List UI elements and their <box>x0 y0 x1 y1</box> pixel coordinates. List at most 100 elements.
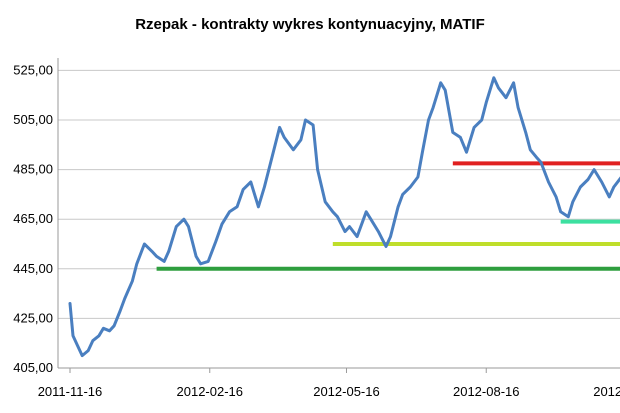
data-point <box>102 327 105 330</box>
data-point <box>344 230 346 233</box>
data-point <box>593 168 595 171</box>
y-tick-label: 525,00 <box>13 62 53 77</box>
data-point <box>167 250 170 253</box>
data-point <box>91 339 94 342</box>
data-point <box>485 101 488 104</box>
data-point <box>517 106 519 109</box>
data-point <box>113 325 115 327</box>
data-point <box>572 201 574 203</box>
data-point <box>497 86 500 89</box>
x-tick-labels: 2011-11-16 2012-02-16 2012-05-16 2012-08-16… <box>38 368 620 399</box>
data-point <box>459 136 462 139</box>
data-point <box>69 302 71 305</box>
data-point <box>524 131 527 134</box>
data-point <box>292 148 295 151</box>
x-tick-label: 2012-11-16 <box>593 384 620 399</box>
data-point <box>421 151 424 154</box>
data-point <box>529 148 532 151</box>
data-point <box>427 119 430 121</box>
x-tick-label: 2012-02-16 <box>177 384 244 399</box>
data-point <box>76 344 79 347</box>
data-point <box>540 161 542 163</box>
data-point <box>131 280 134 283</box>
data-point <box>348 225 351 228</box>
data-point <box>409 186 412 188</box>
data-point <box>587 178 589 181</box>
data-point <box>263 186 266 188</box>
data-point <box>199 263 202 265</box>
y-tick-label: 445,00 <box>13 261 53 276</box>
data-point <box>369 218 372 220</box>
data-point <box>228 210 231 213</box>
data-point <box>613 186 615 188</box>
data-point <box>600 181 603 183</box>
y-tick-label: 405,00 <box>13 360 53 375</box>
data-point <box>312 124 314 126</box>
data-point <box>439 82 442 84</box>
data-point <box>87 349 90 352</box>
data-point <box>417 176 419 178</box>
x-tick-label: 2011-11-16 <box>38 384 103 399</box>
data-point <box>493 77 495 79</box>
data-point <box>81 354 83 357</box>
x-tick-label: 2012-05-16 <box>313 384 380 399</box>
data-point <box>432 106 434 109</box>
y-tick-label: 485,00 <box>13 162 53 177</box>
data-point <box>389 235 392 238</box>
data-point <box>278 126 281 129</box>
data-point <box>480 119 483 121</box>
data-point <box>151 250 153 253</box>
y-tick-label: 505,00 <box>13 112 53 127</box>
data-point <box>608 196 611 198</box>
data-point <box>236 206 238 208</box>
data-point <box>271 156 273 158</box>
support-resistance-lines <box>156 161 620 271</box>
data-point <box>183 218 185 220</box>
data-point <box>195 255 197 258</box>
data-point <box>221 223 223 225</box>
data-point <box>316 168 319 171</box>
data-point <box>283 136 285 139</box>
data-point <box>143 243 146 245</box>
x-tick-label: 2012-08-16 <box>453 384 520 399</box>
data-point <box>555 196 557 198</box>
data-point <box>249 181 252 183</box>
data-point <box>215 240 217 243</box>
data-point <box>385 245 387 248</box>
data-point <box>397 206 399 208</box>
data-point <box>567 215 570 218</box>
data-point <box>119 310 121 312</box>
data-point <box>535 156 538 158</box>
data-point <box>505 96 507 99</box>
data-point <box>377 230 380 233</box>
price-series-line <box>68 76 620 358</box>
data-point <box>512 82 515 84</box>
data-point <box>187 225 190 228</box>
data-point <box>242 188 244 191</box>
data-point <box>72 334 74 337</box>
data-point <box>365 210 368 213</box>
data-point <box>123 297 126 300</box>
data-point <box>136 263 138 265</box>
data-point <box>155 255 158 258</box>
data-point <box>452 131 454 134</box>
data-point <box>559 210 562 213</box>
data-point <box>401 193 404 196</box>
data-point <box>473 126 475 129</box>
data-point <box>108 330 111 332</box>
data-point <box>444 89 447 92</box>
data-point <box>465 151 468 154</box>
data-point <box>98 334 100 337</box>
data-point <box>163 260 165 263</box>
data-point <box>257 206 260 208</box>
data-point <box>324 201 327 203</box>
series-group <box>68 76 620 358</box>
data-point <box>356 235 358 238</box>
data-point <box>207 260 210 263</box>
data-point <box>300 139 302 141</box>
data-point <box>332 210 334 213</box>
y-tick-label: 465,00 <box>13 211 53 226</box>
data-point <box>579 186 582 188</box>
data-point <box>336 215 339 218</box>
